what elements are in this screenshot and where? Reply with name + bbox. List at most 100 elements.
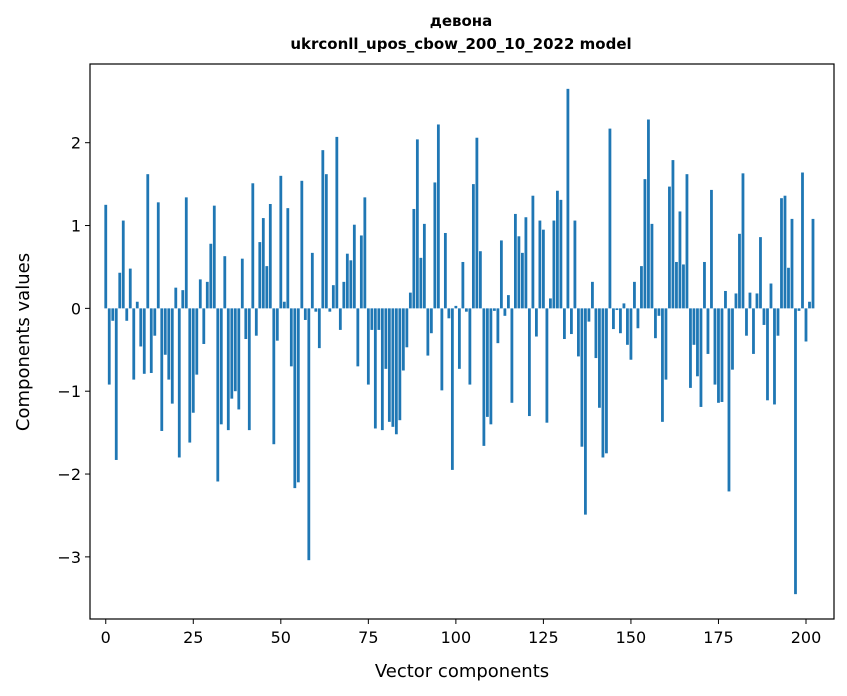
bar <box>317 308 321 349</box>
bar <box>300 180 304 309</box>
bar <box>184 197 188 309</box>
bar <box>549 298 552 309</box>
bar <box>545 308 549 423</box>
bar <box>293 308 297 489</box>
bar <box>534 308 538 337</box>
bar <box>510 308 514 403</box>
bar <box>689 308 692 388</box>
x-tick-label: 100 <box>441 628 472 647</box>
bar <box>591 281 594 309</box>
bar <box>419 257 423 309</box>
bar <box>699 308 703 407</box>
bar <box>142 308 146 374</box>
y-axis-ticks: −3 −2 −1 0 1 2 <box>57 134 90 567</box>
bar <box>279 175 283 309</box>
bar <box>794 308 797 595</box>
bar <box>513 213 517 309</box>
bar <box>811 218 815 309</box>
x-tick-label: 200 <box>791 628 822 647</box>
bar <box>503 308 507 316</box>
bar <box>675 261 678 309</box>
bar <box>139 308 143 347</box>
bar <box>454 305 458 309</box>
bar <box>128 268 132 309</box>
bar <box>373 308 377 429</box>
bar <box>433 182 437 309</box>
bar <box>759 237 762 309</box>
y-tick-label: 2 <box>71 134 81 153</box>
bar <box>661 308 664 422</box>
bar <box>696 308 699 377</box>
bar <box>780 198 783 309</box>
y-tick-label: −1 <box>57 382 81 401</box>
bar <box>258 242 262 309</box>
bar <box>580 308 584 447</box>
bar <box>335 136 339 309</box>
bar <box>380 308 384 431</box>
bar <box>517 236 521 309</box>
y-tick-label: −3 <box>57 548 81 567</box>
bar <box>363 197 367 309</box>
bar <box>692 308 696 345</box>
bar <box>703 261 706 309</box>
bar <box>132 308 136 380</box>
bar <box>107 308 111 385</box>
bar <box>542 229 545 309</box>
bar <box>629 308 633 360</box>
bar <box>506 295 510 309</box>
bar <box>219 308 223 425</box>
y-tick-label: −2 <box>57 465 81 484</box>
bar <box>181 290 185 309</box>
bar <box>149 308 153 373</box>
bar <box>598 308 601 408</box>
bar <box>783 195 787 309</box>
bar <box>531 195 535 309</box>
bar <box>482 308 486 446</box>
bar <box>153 308 157 336</box>
bar <box>492 308 496 311</box>
bar <box>801 172 804 309</box>
bar <box>111 308 115 321</box>
y-tick-label: 1 <box>71 217 81 236</box>
bar <box>755 293 759 309</box>
bar <box>405 308 409 348</box>
bar <box>352 224 356 309</box>
x-axis-label: Vector components <box>375 661 549 682</box>
bar <box>261 218 265 309</box>
y-axis-label: Components values <box>13 253 34 431</box>
bar <box>440 308 444 391</box>
bar <box>570 308 573 335</box>
bar <box>654 308 657 339</box>
chart-subtitle: ukrconll_upos_cbow_200_10_2022 model <box>290 35 632 53</box>
bar <box>619 308 622 334</box>
bar <box>121 220 125 309</box>
bar <box>230 308 234 399</box>
bar <box>556 190 559 309</box>
bar <box>594 308 598 359</box>
bar <box>345 253 349 309</box>
bar <box>748 292 752 309</box>
x-tick-label: 75 <box>358 628 378 647</box>
bar <box>191 308 195 413</box>
bar <box>303 308 307 320</box>
bar <box>745 308 748 336</box>
bar <box>286 208 290 309</box>
bar <box>797 308 801 311</box>
plot-frame <box>89 63 835 620</box>
bar <box>524 217 528 309</box>
bar <box>384 308 388 369</box>
y-tick-label: 0 <box>71 299 81 318</box>
bar <box>408 292 412 309</box>
bar <box>114 308 118 460</box>
bar <box>272 308 276 445</box>
bar <box>647 119 650 309</box>
bar <box>447 308 451 319</box>
bar <box>457 308 461 369</box>
bar <box>310 252 314 309</box>
bar <box>682 264 685 309</box>
bar <box>265 266 269 309</box>
bar <box>552 220 556 309</box>
bar <box>584 308 587 515</box>
bar <box>436 124 440 309</box>
